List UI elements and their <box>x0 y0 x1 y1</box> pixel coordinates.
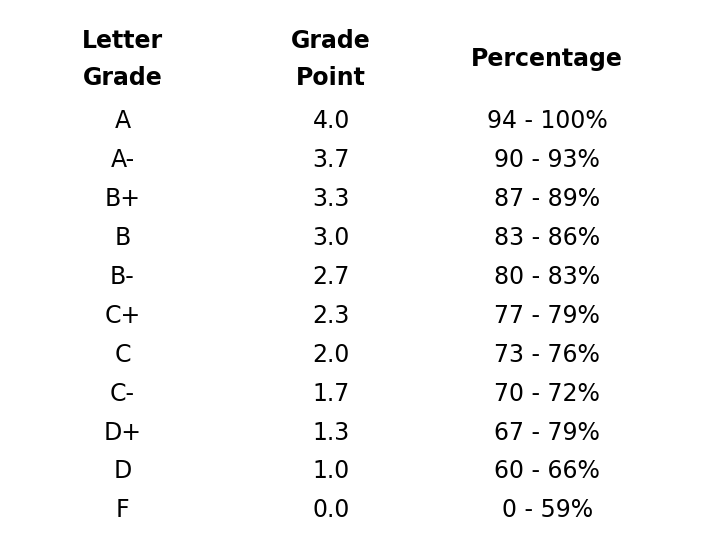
Text: C+: C+ <box>104 304 140 328</box>
Text: 1.0: 1.0 <box>312 460 350 483</box>
Text: 67 - 79%: 67 - 79% <box>494 421 600 444</box>
Text: Grade: Grade <box>83 66 162 90</box>
Text: D+: D+ <box>104 421 141 444</box>
Text: B-: B- <box>110 265 135 289</box>
Text: 3.3: 3.3 <box>312 187 350 211</box>
Text: D: D <box>113 460 132 483</box>
Text: F: F <box>116 498 129 522</box>
Text: Letter: Letter <box>82 29 163 52</box>
Text: 1.3: 1.3 <box>312 421 350 444</box>
Text: 2.3: 2.3 <box>312 304 350 328</box>
Text: 4.0: 4.0 <box>312 110 350 133</box>
Text: 70 - 72%: 70 - 72% <box>494 382 600 406</box>
Text: 3.0: 3.0 <box>312 226 350 250</box>
Text: 2.0: 2.0 <box>312 343 350 367</box>
Text: 94 - 100%: 94 - 100% <box>487 110 608 133</box>
Text: 90 - 93%: 90 - 93% <box>494 148 600 172</box>
Text: 80 - 83%: 80 - 83% <box>494 265 600 289</box>
Text: C-: C- <box>110 382 135 406</box>
Text: 0.0: 0.0 <box>312 498 350 522</box>
Text: 83 - 86%: 83 - 86% <box>494 226 600 250</box>
Text: Percentage: Percentage <box>472 48 623 71</box>
Text: 0 - 59%: 0 - 59% <box>502 498 593 522</box>
Text: 3.7: 3.7 <box>312 148 350 172</box>
Text: C: C <box>114 343 130 367</box>
Text: 77 - 79%: 77 - 79% <box>494 304 600 328</box>
Text: B+: B+ <box>104 187 140 211</box>
Text: 73 - 76%: 73 - 76% <box>494 343 600 367</box>
Text: B: B <box>114 226 130 250</box>
Text: A: A <box>114 110 130 133</box>
Text: Point: Point <box>296 66 366 90</box>
Text: 2.7: 2.7 <box>312 265 350 289</box>
Text: 1.7: 1.7 <box>312 382 350 406</box>
Text: 87 - 89%: 87 - 89% <box>494 187 600 211</box>
Text: 60 - 66%: 60 - 66% <box>494 460 600 483</box>
Text: A-: A- <box>110 148 135 172</box>
Text: Grade: Grade <box>292 29 371 52</box>
